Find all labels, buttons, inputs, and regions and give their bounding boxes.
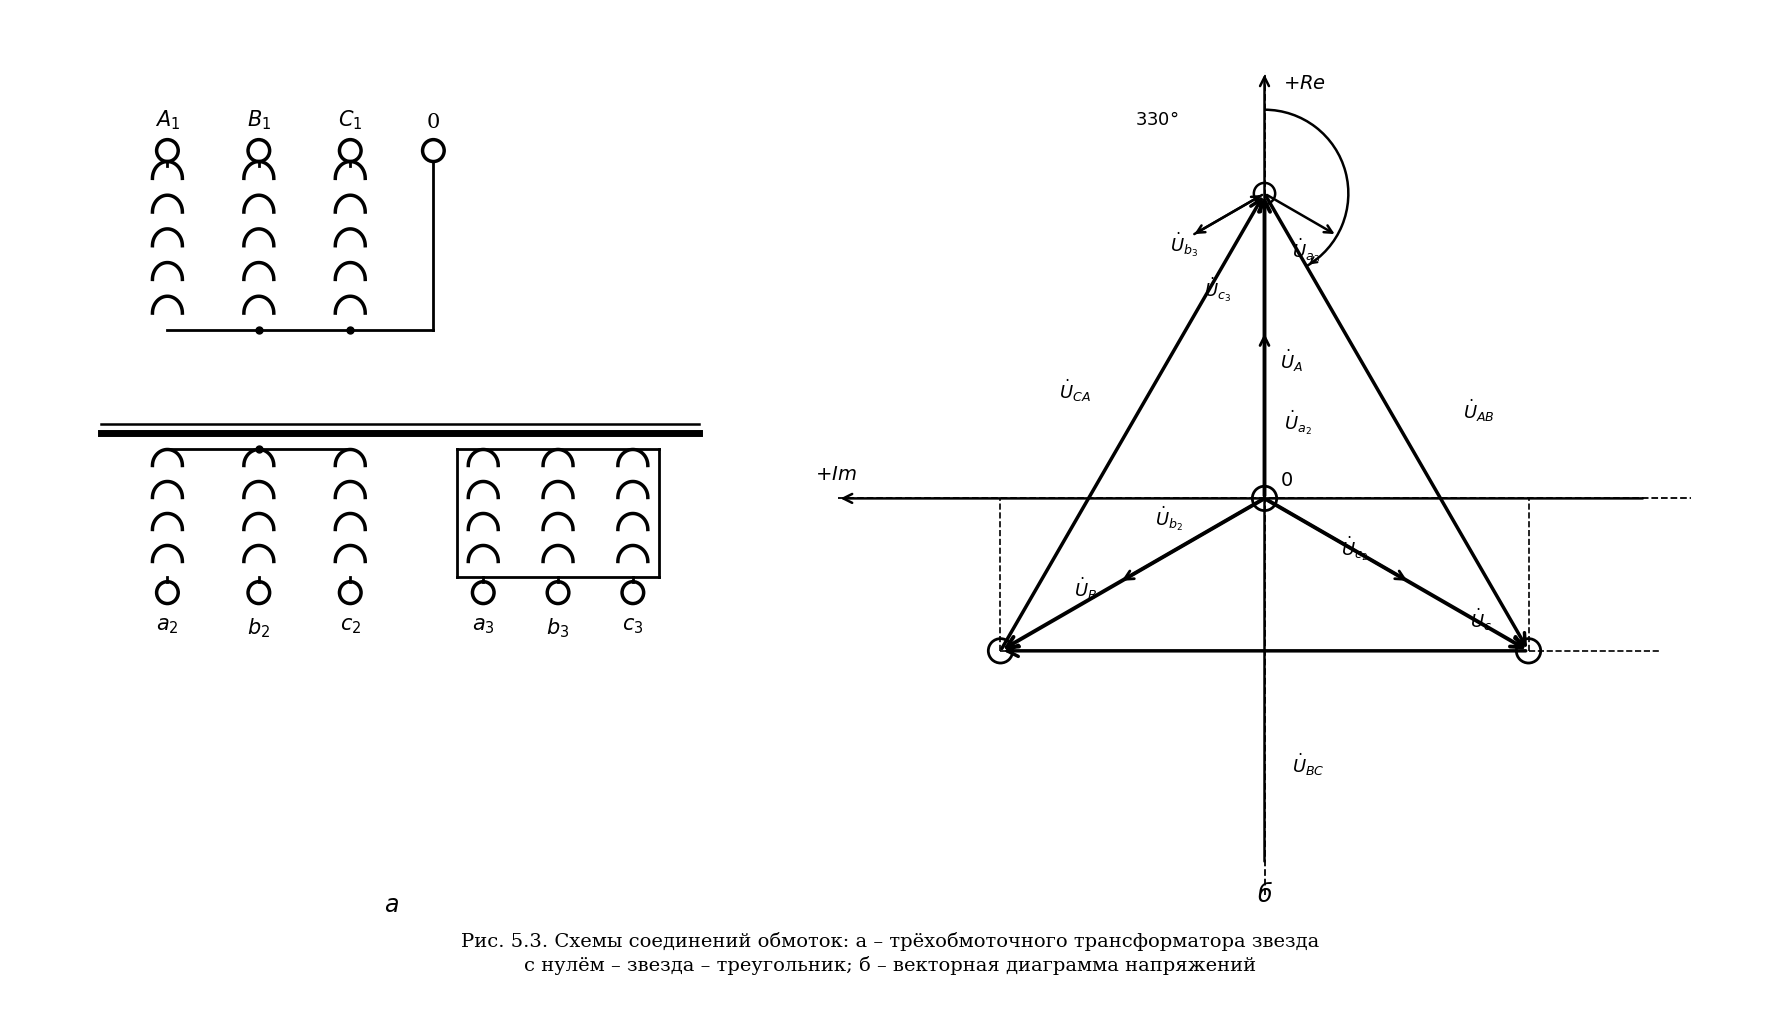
Text: $0$: $0$: [1280, 472, 1292, 490]
Text: $\dot{U}_{a_3}$: $\dot{U}_{a_3}$: [1290, 236, 1319, 264]
Text: $\dot{U}_{c_2}$: $\dot{U}_{c_2}$: [1340, 535, 1367, 563]
Text: $\dot{U}_{b_3}$: $\dot{U}_{b_3}$: [1169, 230, 1198, 259]
Text: $+Re$: $+Re$: [1282, 75, 1324, 93]
Text: $\dot{U}_{b_2}$: $\dot{U}_{b_2}$: [1153, 505, 1182, 533]
Text: с нулём – звезда – треугольник; б – векторная диаграмма напряжений: с нулём – звезда – треугольник; б – вект…: [523, 956, 1257, 975]
Text: $a_3$: $a_3$: [472, 616, 495, 635]
Text: Рис. 5.3. Схемы соединений обмоток: а – трёхобмоточного трансформатора звезда: Рис. 5.3. Схемы соединений обмоток: а – …: [461, 932, 1319, 951]
Text: $a_2$: $a_2$: [157, 616, 178, 635]
Text: $\dot{U}_B$: $\dot{U}_B$: [1073, 576, 1096, 602]
Text: $а$: $а$: [384, 893, 399, 917]
Text: $\dot{U}_{AB}$: $\dot{U}_{AB}$: [1461, 398, 1493, 425]
Text: $\dot{U}_{c}$: $\dot{U}_{c}$: [1470, 607, 1492, 633]
Text: $+Im$: $+Im$: [815, 466, 856, 484]
Text: $c_2$: $c_2$: [340, 616, 361, 635]
Text: $\dot{U}_{CA}$: $\dot{U}_{CA}$: [1057, 378, 1089, 404]
Text: $b_2$: $b_2$: [247, 616, 271, 639]
Text: $C_1$: $C_1$: [338, 108, 363, 132]
Text: $\dot{U}_{a_2}$: $\dot{U}_{a_2}$: [1283, 408, 1312, 437]
Text: $\dot{U}_{BC}$: $\dot{U}_{BC}$: [1290, 751, 1324, 778]
Text: $c_3$: $c_3$: [621, 616, 643, 635]
Text: $\dot{U}_{c_3}$: $\dot{U}_{c_3}$: [1203, 276, 1230, 304]
Text: $A_1$: $A_1$: [155, 108, 180, 132]
Text: $b_3$: $b_3$: [546, 616, 570, 639]
Text: $б$: $б$: [1257, 882, 1271, 908]
Text: $\dot{U}_A$: $\dot{U}_A$: [1280, 347, 1303, 374]
Text: $B_1$: $B_1$: [247, 108, 271, 132]
Text: $330°$: $330°$: [1134, 111, 1178, 128]
Text: 0: 0: [427, 113, 440, 132]
